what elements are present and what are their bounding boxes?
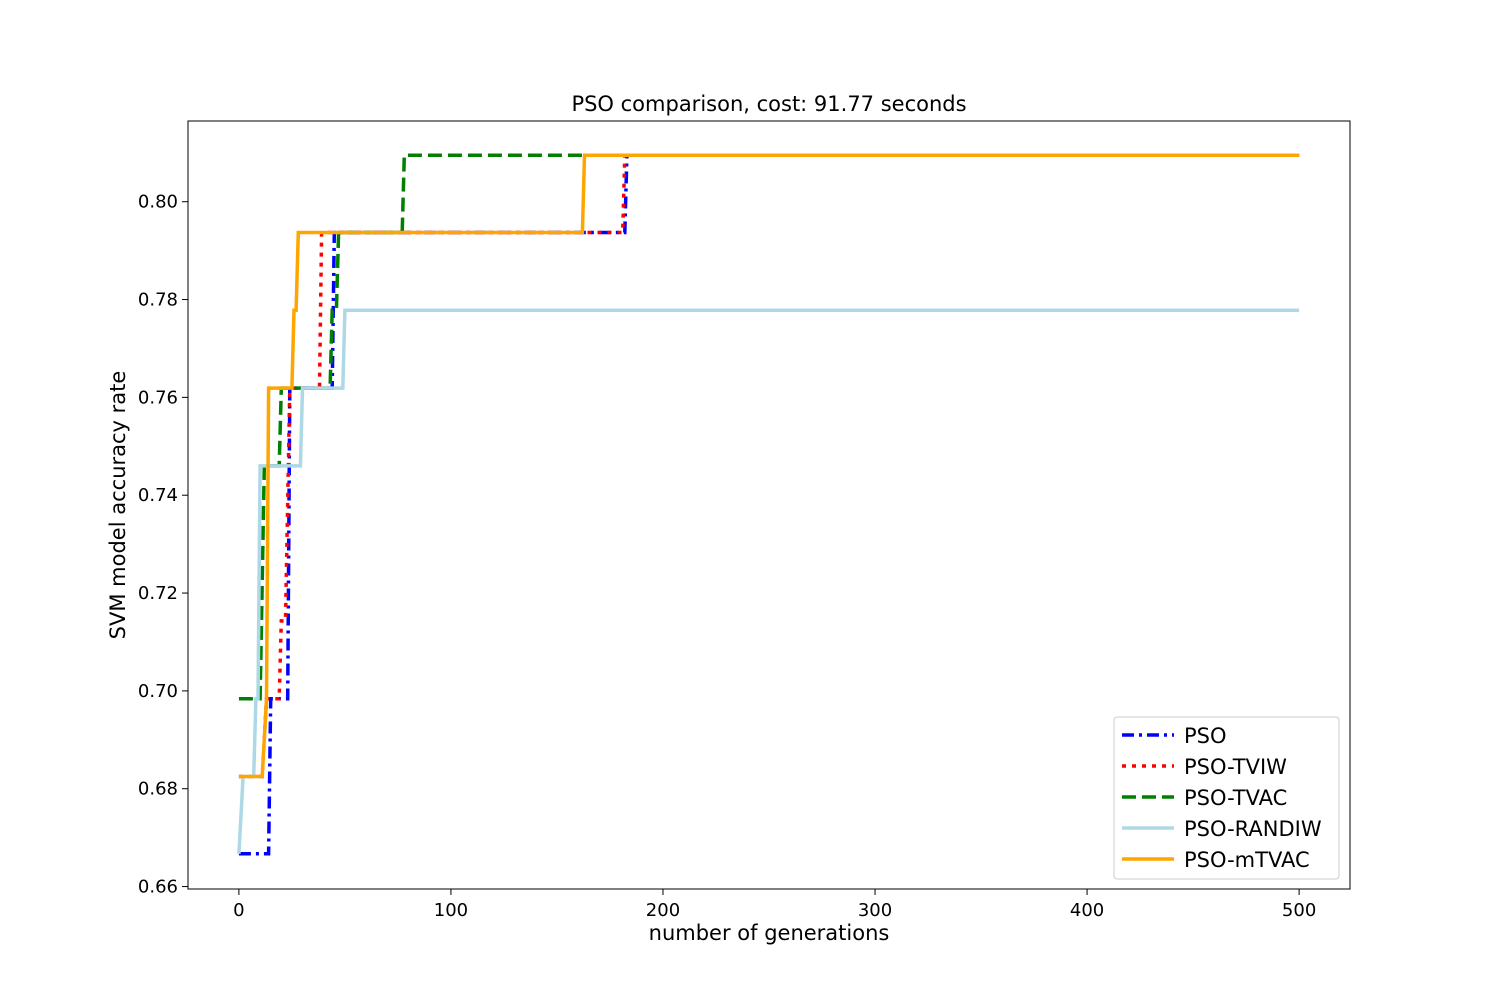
x-tick-label: 200 (646, 900, 680, 921)
legend-label: PSO-TVAC (1184, 786, 1287, 810)
legend-label: PSO-mTVAC (1184, 848, 1310, 872)
y-tick-label: 0.66 (138, 877, 178, 898)
chart-title: PSO comparison, cost: 91.77 seconds (571, 92, 966, 116)
series-line-pso-tviw (238, 153, 1300, 779)
x-tick-label: 500 (1282, 900, 1316, 921)
plot-frame (187, 120, 1351, 890)
y-tick-label: 0.74 (138, 485, 178, 506)
legend-box (1113, 716, 1340, 880)
legend-label: PSO-TVIW (1184, 755, 1287, 779)
x-axis: 0 100 200 300 400 500 (233, 889, 1316, 921)
y-tick-label: 0.78 (138, 290, 178, 311)
x-axis-label: number of generations (649, 921, 890, 945)
x-tick-label: 100 (434, 900, 468, 921)
x-tick-label: 400 (1070, 900, 1104, 921)
y-tick-label: 0.76 (138, 387, 178, 408)
y-tick-label: 0.80 (138, 192, 178, 213)
legend-label: PSO (1184, 724, 1227, 748)
x-tick-label: 300 (858, 900, 892, 921)
y-tick-label: 0.70 (138, 681, 178, 702)
legend-label: PSO-RANDIW (1184, 817, 1322, 841)
plot-area (237, 153, 1300, 856)
y-tick-label: 0.68 (138, 779, 178, 800)
series-line-pso-tvac (238, 153, 1300, 701)
x-tick-label: 0 (233, 900, 244, 921)
legend: PSO PSO-TVIW PSO-TVAC PSO-RANDIW PSO-mTVAC (1113, 716, 1340, 880)
y-axis-label: SVM model accuracy rate (106, 371, 130, 640)
series-line-pso-mtvac (238, 153, 1300, 779)
y-axis: 0.66 0.68 0.70 0.72 0.74 0.76 0.78 0.80 (138, 192, 188, 898)
y-tick-label: 0.72 (138, 583, 178, 604)
